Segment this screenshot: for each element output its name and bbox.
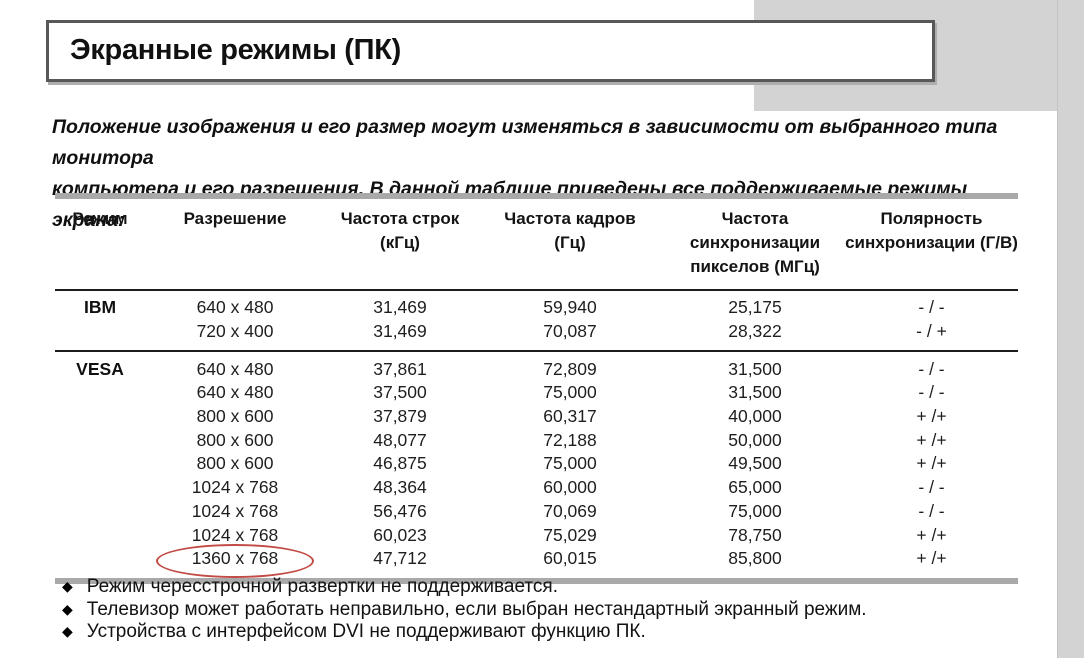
h-freq-cell: 37,879 xyxy=(373,406,427,427)
polarity-cell: + /+ xyxy=(916,524,947,545)
resolution-cell: 640 x 480 xyxy=(196,358,274,379)
diamond-bullet-icon: ◆ xyxy=(62,600,73,617)
h-freq-cell: 60,023 xyxy=(373,524,427,545)
pixel-clock-cell: 85,800 xyxy=(728,548,782,569)
note-item: ◆ Устройства с интерфейсом DVI не поддер… xyxy=(62,621,867,644)
diamond-bullet-icon: ◆ xyxy=(62,578,73,594)
table-row: 800 x 600 46,875 75,000 49,500 + /+ xyxy=(55,452,1018,476)
pixel-clock-cell: 49,500 xyxy=(728,453,782,474)
h-freq-cell: 48,077 xyxy=(373,429,427,450)
v-freq-cell: 75,029 xyxy=(543,524,597,545)
v-freq-cell: 60,317 xyxy=(543,406,597,427)
pixel-clock-cell: 28,322 xyxy=(728,321,782,342)
h-freq-cell: 31,469 xyxy=(373,321,427,342)
h-freq-cell: 48,364 xyxy=(373,477,427,498)
mode-cell: VESA xyxy=(76,358,124,379)
table-row: 800 x 600 37,879 60,317 40,000 + /+ xyxy=(55,405,1018,429)
v-freq-cell: 72,809 xyxy=(543,358,597,379)
v-freq-cell: 70,069 xyxy=(543,500,597,521)
screen-modes-table: Режим Разрешение Частота строк (кГц) Час… xyxy=(55,193,1018,584)
note-text: Режим чересстрочной развертки не поддерж… xyxy=(86,576,558,597)
h-freq-cell: 47,712 xyxy=(373,548,427,569)
table-row: 1024 x 768 56,476 70,069 75,000 - / - xyxy=(55,500,1018,524)
pixel-clock-cell: 40,000 xyxy=(728,406,782,427)
table-row: 640 x 480 37,500 75,000 31,500 - / - xyxy=(55,381,1018,405)
col-header-pixel-clock: Частота синхронизации пикселов (МГц) xyxy=(689,209,821,276)
polarity-cell: - / - xyxy=(918,477,945,498)
mode-cell: IBM xyxy=(83,297,117,318)
table-body: IBM 640 x 480 31,469 59,940 25,175- / -720 x… xyxy=(55,291,1018,578)
table-section-vesa: VESA 640 x 480 37,861 72,809 31,500- / -640 … xyxy=(55,352,1018,578)
v-freq-cell: 60,000 xyxy=(543,477,597,498)
table-header-row: Режим Разрешение Частота строк (кГц) Час… xyxy=(55,199,1018,291)
polarity-cell: + /+ xyxy=(916,453,947,474)
resolution-cell: 1360 x 768 xyxy=(145,543,325,578)
table-row: 1024 x 768 48,364 60,000 65,000 - / - xyxy=(55,476,1018,500)
intro-line-1: Положение изображения и его размер могут… xyxy=(52,116,998,169)
resolution-cell: 720 x 400 xyxy=(196,321,274,342)
pixel-clock-cell: 75,000 xyxy=(728,500,782,521)
v-freq-cell: 59,940 xyxy=(543,297,597,318)
table-top-bar xyxy=(55,193,1018,199)
h-freq-cell: 37,861 xyxy=(373,358,427,379)
page-title: Экранные режимы (ПК) xyxy=(70,34,401,66)
h-freq-cell: 46,875 xyxy=(373,453,427,474)
resolution-cell: 1024 x 768 xyxy=(191,500,279,521)
polarity-cell: - / - xyxy=(918,297,945,318)
v-freq-cell: 60,015 xyxy=(543,548,597,569)
col-header-resolution: Разрешение xyxy=(183,209,287,228)
col-header-mode: Режим xyxy=(72,209,128,228)
v-freq-cell: 70,087 xyxy=(543,321,597,342)
h-freq-cell: 56,476 xyxy=(373,500,427,521)
pixel-clock-cell: 31,500 xyxy=(728,358,782,379)
note-text: Устройства с интерфейсом DVI не поддержи… xyxy=(86,621,646,642)
note-item: ◆ Режим чересстрочной развертки не подде… xyxy=(62,576,867,599)
polarity-cell: - / - xyxy=(918,500,945,521)
pixel-clock-cell: 65,000 xyxy=(728,477,782,498)
pixel-clock-cell: 25,175 xyxy=(728,297,782,318)
polarity-cell: + /+ xyxy=(916,548,947,569)
table-row: 800 x 600 48,077 72,188 50,000 + /+ xyxy=(55,428,1018,452)
table-row: 1024 x 768 60,023 75,029 78,750 + /+ xyxy=(55,523,1018,547)
table-row: VESA 640 x 480 37,861 72,809 31,500 - / - xyxy=(55,357,1018,381)
title-box: Экранные режимы (ПК) xyxy=(46,20,935,82)
table-row: 720 x 400 31,469 70,087 28,322 - / + xyxy=(55,320,1018,344)
pixel-clock-cell: 50,000 xyxy=(728,429,782,450)
resolution-cell: 640 x 480 xyxy=(196,297,274,318)
resolution-cell: 800 x 600 xyxy=(196,453,274,474)
v-freq-cell: 75,000 xyxy=(543,453,597,474)
background-gray-strip xyxy=(1057,0,1084,658)
polarity-cell: + /+ xyxy=(916,429,947,450)
polarity-cell: - / - xyxy=(918,382,945,403)
polarity-cell: - / + xyxy=(916,321,947,342)
v-freq-cell: 75,000 xyxy=(543,382,597,403)
polarity-cell: - / - xyxy=(918,358,945,379)
table-bottom-bar xyxy=(55,577,1018,584)
col-header-polarity: Полярность синхронизации (Г/В) xyxy=(845,209,1018,252)
col-header-v-freq: Частота кадров (Гц) xyxy=(504,209,636,252)
polarity-cell: + /+ xyxy=(916,406,947,427)
table-row: 1360 x 768 47,712 60,015 85,800 + /+ xyxy=(55,543,1018,578)
table-section-ibm: IBM 640 x 480 31,469 59,940 25,175- / -720 x… xyxy=(55,291,1018,353)
highlight-ellipse xyxy=(156,543,314,578)
h-freq-cell: 31,469 xyxy=(373,297,427,318)
note-text: Телевизор может работать неправильно, ес… xyxy=(86,598,867,620)
note-item: ◆ Телевизор может работать неправильно, … xyxy=(62,599,867,622)
col-header-h-freq: Частота строк (кГц) xyxy=(340,209,460,252)
resolution-cell: 640 x 480 xyxy=(196,382,274,403)
notes-list: ◆ Режим чересстрочной развертки не подде… xyxy=(62,576,867,644)
resolution-cell: 800 x 600 xyxy=(196,429,274,450)
pixel-clock-cell: 31,500 xyxy=(728,382,782,403)
table-row: IBM 640 x 480 31,469 59,940 25,175 - / - xyxy=(55,296,1018,320)
resolution-cell: 800 x 600 xyxy=(196,406,274,427)
diamond-bullet-icon: ◆ xyxy=(62,623,73,639)
resolution-cell: 1024 x 768 xyxy=(191,477,279,498)
resolution-cell: 1024 x 768 xyxy=(191,524,279,545)
v-freq-cell: 72,188 xyxy=(543,429,597,450)
pixel-clock-cell: 78,750 xyxy=(728,524,782,545)
h-freq-cell: 37,500 xyxy=(373,382,427,403)
